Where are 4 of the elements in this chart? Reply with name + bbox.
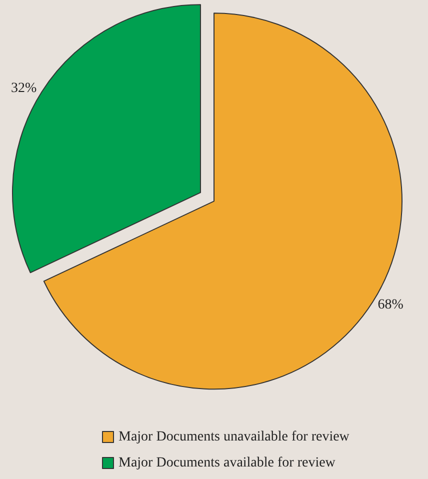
data-label: 68% [378,298,404,313]
legend-label: Major Documents unavailable for review [118,430,350,444]
legend-label: Major Documents available for review [118,456,336,470]
data-label: 32% [11,81,38,96]
